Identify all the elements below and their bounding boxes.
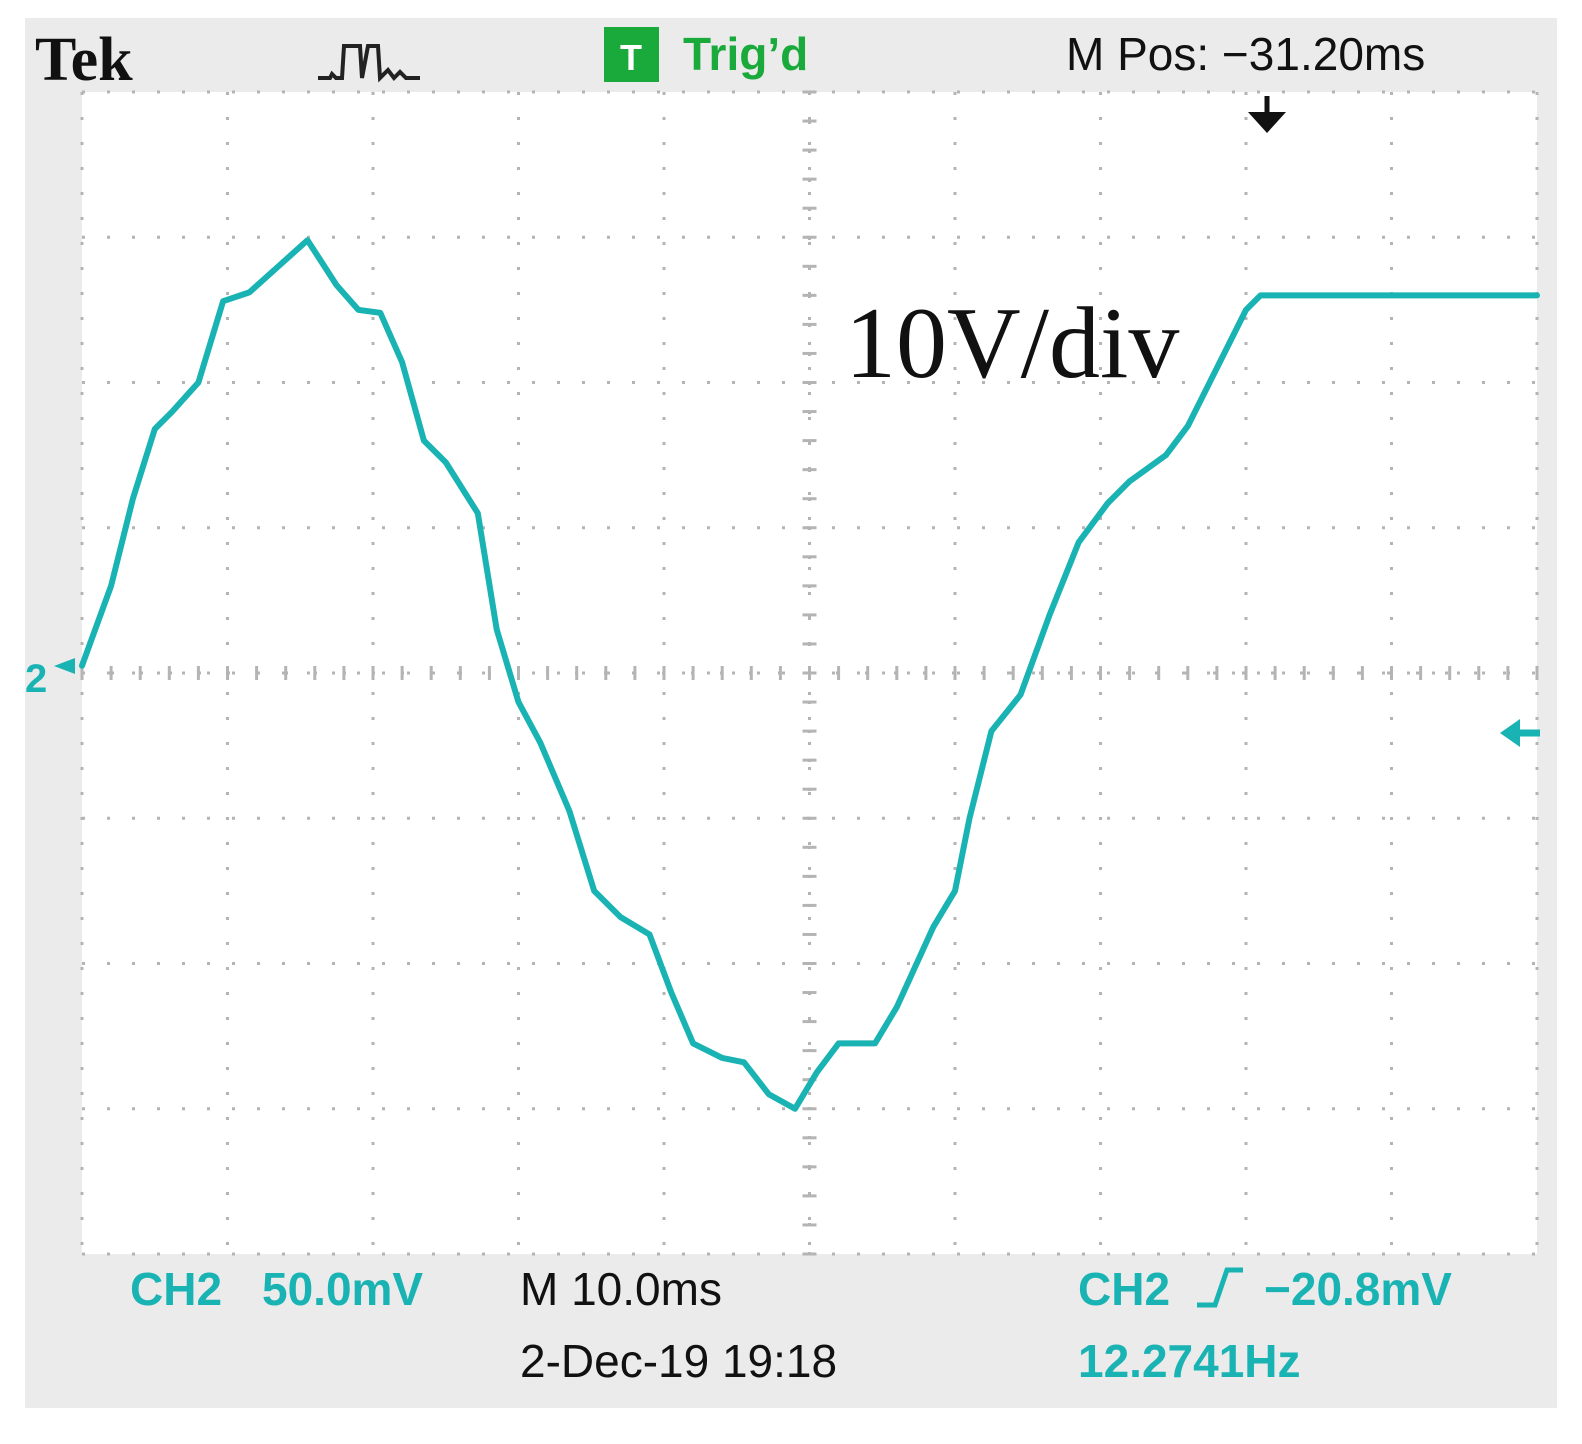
brand-logo: Tek — [35, 26, 133, 94]
m-pos-readout: M Pos: −31.20ms — [1066, 28, 1425, 80]
trigger-level-arrow-icon — [1500, 719, 1540, 747]
waveform-trace-layer — [79, 237, 1540, 1112]
waveform-trace-1 — [79, 237, 1540, 1112]
trigger-badge-label: T — [620, 37, 642, 78]
channel-label: CH2 — [130, 1263, 222, 1315]
channel-scale: 50.0mV — [262, 1263, 423, 1315]
channel-marker-arrow-icon — [54, 658, 75, 674]
graticule-grid — [80, 90, 1539, 1256]
date-time-readout: 2-Dec-19 19:18 — [520, 1335, 837, 1387]
channel-marker-label: 2 — [25, 657, 47, 701]
timebase-readout: M 10.0ms — [520, 1263, 722, 1315]
frequency-readout: 12.2741Hz — [1078, 1335, 1301, 1387]
volts-per-div-annotation: 10V/div — [845, 287, 1179, 400]
trigger-source: CH2 — [1078, 1263, 1170, 1315]
rising-edge-icon — [1197, 1267, 1243, 1308]
acquire-pulse-icon — [318, 44, 420, 83]
trigger-position-arrow-icon — [1248, 96, 1286, 133]
channel-2-ground-marker: 2 — [25, 657, 75, 701]
trigger-level-readout: −20.8mV — [1264, 1263, 1452, 1315]
trigger-status: Trig’d — [683, 28, 808, 80]
trigger-badge: T — [604, 27, 659, 82]
